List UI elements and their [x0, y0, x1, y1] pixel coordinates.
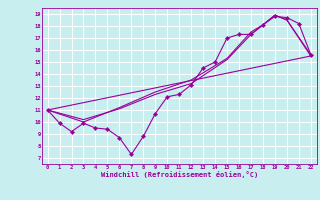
X-axis label: Windchill (Refroidissement éolien,°C): Windchill (Refroidissement éolien,°C) — [100, 171, 258, 178]
